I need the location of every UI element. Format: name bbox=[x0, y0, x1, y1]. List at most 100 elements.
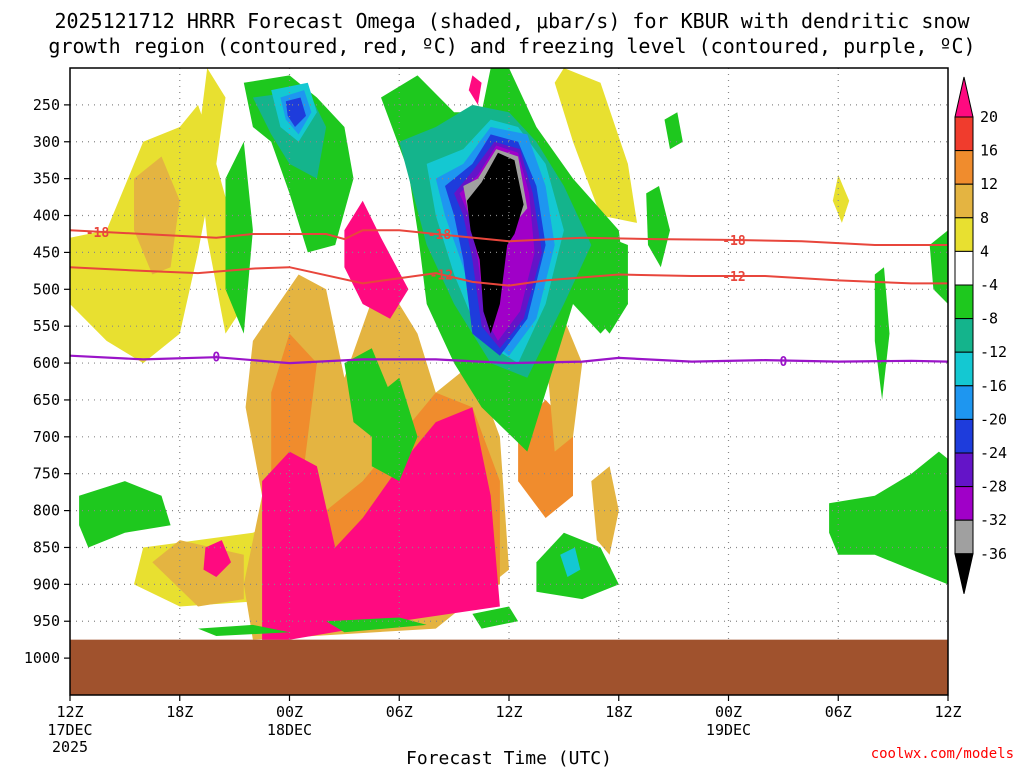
omega-region-34 bbox=[591, 237, 628, 334]
dgz-contour--18 bbox=[70, 229, 948, 246]
omega-region-45 bbox=[326, 617, 427, 633]
ytick-label-800: 800 bbox=[33, 502, 60, 520]
xtick-label-2: 00Z bbox=[276, 703, 303, 721]
omega-region-36 bbox=[664, 112, 683, 150]
colorbar-label-10: -24 bbox=[980, 444, 1007, 462]
omega-region-11 bbox=[468, 75, 482, 105]
omega-region-35 bbox=[646, 186, 670, 268]
colorbar-label-2: 12 bbox=[980, 175, 998, 193]
xtick-label-6: 00Z bbox=[715, 703, 742, 721]
ytick-label-400: 400 bbox=[33, 207, 60, 225]
colorbar-label-8: -16 bbox=[980, 377, 1007, 395]
colorbar-swatch-11 bbox=[954, 452, 974, 488]
omega-shading bbox=[70, 68, 948, 640]
xtick-label-3: 06Z bbox=[386, 703, 413, 721]
colorbar-label-6: -8 bbox=[980, 310, 998, 328]
ytick-label-1000: 1000 bbox=[24, 649, 60, 667]
ytick-label-550: 550 bbox=[33, 317, 60, 335]
xtick-sublabel-6-0: 19DEC bbox=[706, 721, 751, 739]
omega-region-3 bbox=[134, 156, 180, 275]
dgz-label-2: -18 bbox=[722, 234, 746, 249]
ytick-label-750: 750 bbox=[33, 465, 60, 483]
colorbar-swatch-13 bbox=[954, 519, 974, 555]
xtick-label-1: 18Z bbox=[166, 703, 193, 721]
ytick-label-900: 900 bbox=[33, 575, 60, 593]
colorbar-label-0: 20 bbox=[980, 108, 998, 126]
omega-region-38 bbox=[929, 230, 948, 304]
colorbar-label-13: -36 bbox=[980, 545, 1007, 563]
omega-region-9 bbox=[262, 407, 500, 640]
omega-region-40 bbox=[79, 481, 171, 548]
colorbar-swatch-8 bbox=[954, 351, 974, 387]
xtick-label-4: 12Z bbox=[495, 703, 522, 721]
dgz-label-0: -18 bbox=[86, 226, 110, 241]
omega-region-24 bbox=[371, 377, 418, 482]
xtick-label-0: 12Z bbox=[56, 703, 83, 721]
pressure-axis: 250 300 350 400 450 500 550 600 650 700 750 800 850 9… bbox=[24, 96, 70, 667]
xtick-label-7: 06Z bbox=[825, 703, 852, 721]
ground-fill bbox=[70, 639, 948, 695]
xtick-sublabel-0-0: 17DEC bbox=[47, 721, 92, 739]
ytick-label-700: 700 bbox=[33, 428, 60, 446]
xtick-label-5: 18Z bbox=[605, 703, 632, 721]
dgz-contour--12 bbox=[70, 266, 948, 287]
colorbar-label-7: -12 bbox=[980, 343, 1007, 361]
omega-region-44 bbox=[198, 624, 290, 636]
dgz-label-1: -18 bbox=[428, 228, 452, 243]
omega-region-16 bbox=[203, 540, 231, 577]
x-axis-label: Forecast Time (UTC) bbox=[406, 748, 612, 768]
colorbar-swatch-12 bbox=[954, 486, 974, 521]
omega-region-22 bbox=[285, 97, 306, 127]
colorbar-swatch-2 bbox=[954, 150, 974, 185]
colorbar-swatch-9 bbox=[954, 385, 974, 420]
xtick-label-8: 12Z bbox=[934, 703, 961, 721]
ytick-label-950: 950 bbox=[33, 612, 60, 630]
omega-region-42 bbox=[560, 547, 581, 577]
ytick-label-450: 450 bbox=[33, 243, 60, 261]
ytick-label-600: 600 bbox=[33, 354, 60, 372]
omega-region-17 bbox=[225, 141, 253, 334]
colorbar-label-12: -32 bbox=[980, 511, 1007, 529]
omega-region-43 bbox=[472, 606, 519, 629]
omega-colorbar: 20 16 12 8 4 -4 -8 -12 -16 -20 -24 -28 -32 -36 bbox=[954, 76, 1007, 594]
colorbar-swatch-4 bbox=[954, 217, 974, 252]
colorbar-swatch-7 bbox=[954, 318, 974, 353]
omega-region-39 bbox=[829, 451, 948, 585]
colorbar-bottom-arrow bbox=[954, 553, 974, 594]
colorbar-top-arrow bbox=[954, 76, 974, 118]
colorbar-swatch-3 bbox=[954, 183, 974, 219]
dotted-gridlines bbox=[70, 68, 948, 695]
ytick-label-500: 500 bbox=[33, 280, 60, 298]
xtick-sublabel-2-0: 18DEC bbox=[267, 721, 312, 739]
chart-title-line2: growth region (contoured, red, ºC) and f… bbox=[48, 34, 975, 58]
ytick-label-300: 300 bbox=[33, 133, 60, 151]
colorbar-label-5: -4 bbox=[980, 276, 998, 294]
freezing-level-contour bbox=[70, 354, 948, 365]
omega-region-2 bbox=[554, 68, 637, 223]
xtick-sublabel-0-1: 2025 bbox=[52, 738, 88, 756]
ground-layer bbox=[70, 639, 948, 695]
colorbar-label-1: 16 bbox=[980, 142, 998, 160]
dgz-label-3: -12 bbox=[430, 269, 453, 284]
omega-region-33 bbox=[466, 152, 524, 334]
ytick-label-850: 850 bbox=[33, 538, 60, 556]
ytick-label-350: 350 bbox=[33, 170, 60, 188]
colorbar-swatch-6 bbox=[954, 284, 974, 320]
omega-region-4 bbox=[832, 175, 850, 223]
omega-region-14 bbox=[591, 466, 619, 555]
omega-region-37 bbox=[874, 267, 890, 400]
chart-title-line1: 2025121712 HRRR Forecast Omega (shaded, … bbox=[54, 9, 970, 33]
temperature-contours: -18 -18 -18 -12 -12 0 0 bbox=[70, 226, 948, 370]
freezing-label-0: 0 bbox=[212, 350, 220, 365]
ytick-label-650: 650 bbox=[33, 391, 60, 409]
site-credit: coolwx.com/models bbox=[871, 746, 1014, 762]
colorbar-swatch-1 bbox=[954, 116, 974, 152]
freezing-label-1: 0 bbox=[779, 355, 787, 370]
ytick-label-250: 250 bbox=[33, 96, 60, 114]
colorbar-label-9: -20 bbox=[980, 410, 1007, 428]
colorbar-label-3: 8 bbox=[980, 209, 989, 227]
colorbar-swatch-10 bbox=[954, 418, 974, 454]
dgz-label-4: -12 bbox=[722, 270, 745, 285]
